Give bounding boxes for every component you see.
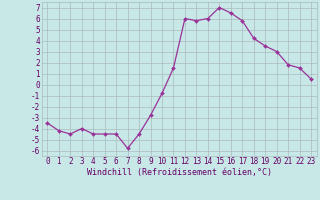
X-axis label: Windchill (Refroidissement éolien,°C): Windchill (Refroidissement éolien,°C) xyxy=(87,168,272,177)
